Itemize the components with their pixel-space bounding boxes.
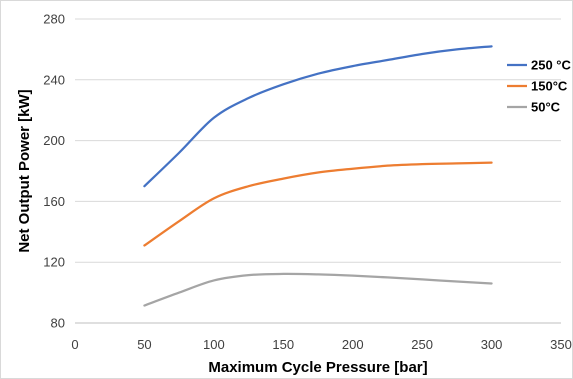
y-axis-title: Net Output Power [kW] [16, 89, 33, 252]
x-tick-label: 50 [137, 337, 151, 352]
y-tick-label: 200 [43, 133, 65, 148]
y-tick-label: 80 [51, 316, 65, 331]
y-tick-label: 120 [43, 255, 65, 270]
series-line [143, 45, 493, 188]
legend-label: 250 °C [531, 58, 572, 73]
y-tick-label: 280 [43, 12, 65, 27]
y-tick-label: 160 [43, 194, 65, 209]
series-line [143, 272, 493, 307]
x-tick-label: 300 [481, 337, 503, 352]
x-tick-label: 250 [411, 337, 433, 352]
legend-label: 150°C [531, 79, 568, 94]
tick-labels: 80 120 160 200 240 280 0 50 100 150 200 250 300 350 [43, 12, 572, 353]
x-tick-label: 150 [272, 337, 294, 352]
gridlines [75, 18, 561, 263]
legend-label: 50°C [531, 100, 561, 115]
x-tick-label: 0 [71, 337, 78, 352]
x-tick-label: 100 [203, 337, 225, 352]
x-axis-title: Maximum Cycle Pressure [bar] [208, 359, 427, 376]
series-lines [143, 45, 493, 307]
legend: 250 °C 150°C 50°C [507, 58, 572, 115]
series-line [143, 161, 493, 247]
y-tick-label: 240 [43, 72, 65, 87]
x-tick-label: 350 [550, 337, 572, 352]
x-tick-label: 200 [342, 337, 364, 352]
